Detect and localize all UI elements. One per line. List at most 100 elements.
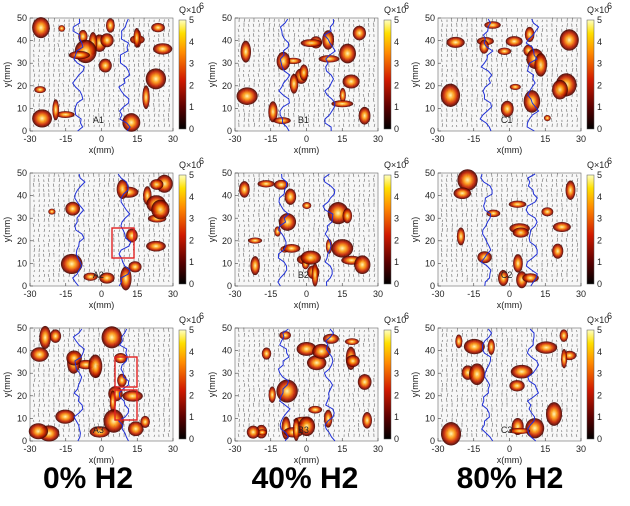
vortex-blob: [247, 237, 263, 244]
x-tick-label: 30: [168, 444, 178, 454]
vortex-blob: [122, 113, 141, 132]
colorbar-label: Q: [587, 315, 594, 325]
colorbar: [586, 174, 595, 285]
vortex-blob: [268, 386, 276, 403]
vortex-blob: [58, 25, 66, 32]
x-axis-title: x(mm): [497, 145, 523, 155]
x-tick-label: 15: [132, 289, 142, 299]
panel-c3: C3 0 10 20 30 40 50 -30 -15 0 15 30 x(mm) y(mm) 0 1 2 3 4 5…: [410, 311, 612, 465]
x-tick-label: -15: [264, 444, 277, 454]
y-tick-label: 40: [17, 346, 27, 356]
x-tick-label: -30: [23, 444, 36, 454]
colorbar-exponent-power: 6: [607, 1, 612, 11]
vortex-blob: [114, 353, 128, 364]
colorbar-tick-label: 1: [597, 257, 602, 267]
panel-label: B3: [298, 425, 309, 435]
vortex-blob: [362, 412, 372, 429]
vortex-blob: [311, 263, 319, 287]
panel-label: A1: [93, 115, 104, 125]
colorbar-tick-label: 2: [189, 80, 194, 90]
vortex-blob: [524, 26, 535, 43]
colorbar-tick-label: 2: [394, 390, 399, 400]
vortex-blob: [559, 29, 579, 51]
x-tick-label: -30: [431, 444, 444, 454]
x-axis-title: x(mm): [294, 300, 320, 310]
flame-front-line: [526, 328, 540, 442]
y-tick-label: 30: [222, 213, 232, 223]
vortex-blob: [122, 390, 143, 402]
colorbar-tick-label: 4: [189, 192, 194, 202]
vortex-blob: [257, 429, 268, 436]
colorbar-exponent-power: 6: [199, 1, 204, 11]
y-tick-label: 0: [430, 281, 435, 291]
colorbar-tick-label: 5: [597, 15, 602, 25]
vortex-blob: [49, 329, 62, 343]
vortex-blob: [246, 425, 260, 439]
vortex-blob: [88, 354, 103, 379]
flame-front-line: [277, 328, 291, 442]
y-tick-label: 20: [222, 81, 232, 91]
panel-label: C1: [501, 115, 513, 125]
x-tick-label: -15: [467, 134, 480, 144]
y-tick-label: 0: [430, 126, 435, 136]
flame-front-line: [322, 173, 336, 287]
y-tick-label: 50: [222, 13, 232, 23]
vortex-blob: [140, 415, 150, 428]
y-tick-label: 10: [222, 103, 232, 113]
y-tick-label: 50: [425, 323, 435, 333]
vortex-blob: [354, 255, 371, 275]
vortex-blob: [278, 213, 297, 231]
colorbar-tick-label: 0: [394, 279, 399, 289]
vortex-blob: [357, 374, 372, 390]
colorbar-tick-label: 4: [394, 347, 399, 357]
colorbar-exponent-power: 6: [404, 1, 409, 11]
x-axis-title: x(mm): [89, 145, 115, 155]
flame-front-line: [72, 173, 86, 287]
y-tick-label: 0: [22, 436, 27, 446]
vortex-blob: [534, 53, 548, 77]
vortex-blob: [509, 380, 525, 392]
y-tick-label: 50: [425, 13, 435, 23]
flame-front-line: [277, 173, 290, 287]
vortex-blob: [486, 209, 501, 218]
vortex-blob: [99, 272, 115, 284]
y-tick-label: 10: [17, 258, 27, 268]
vortex-blob: [505, 36, 523, 47]
colorbar-exponent-power: 6: [607, 311, 612, 321]
colorbar-tick-label: 1: [189, 102, 194, 112]
y-axis-title: y(mm): [410, 217, 420, 243]
y-tick-label: 10: [425, 413, 435, 423]
panel-label: B1: [298, 115, 309, 125]
colorbar-tick-label: 1: [394, 102, 399, 112]
q-contours: [441, 329, 577, 446]
colorbar-exponent-power: 6: [199, 156, 204, 166]
colorbar-tick-label: 5: [189, 15, 194, 25]
vortex-blob: [300, 250, 321, 265]
y-tick-label: 10: [17, 103, 27, 113]
y-tick-label: 30: [222, 58, 232, 68]
colorbar-tick-label: 2: [394, 80, 399, 90]
colorbar-exponent: ×10: [186, 5, 201, 15]
x-tick-label: -15: [467, 289, 480, 299]
vortex-blob: [457, 169, 478, 191]
vortex-blob: [541, 207, 554, 217]
x-tick-label: 0: [507, 289, 512, 299]
y-tick-label: 20: [425, 236, 435, 246]
x-tick-label: -30: [431, 289, 444, 299]
y-tick-label: 30: [425, 368, 435, 378]
vortex-blob: [463, 338, 485, 355]
colorbar-tick-label: 2: [189, 390, 194, 400]
vortex-blob: [98, 58, 112, 73]
vortex-blob: [55, 409, 76, 424]
x-tick-label: 15: [540, 289, 550, 299]
colorbar-tick-label: 1: [597, 412, 602, 422]
flame-front-line: [117, 173, 132, 287]
vortex-blob: [339, 87, 346, 103]
vortex-blob: [500, 100, 514, 118]
vortex-blob: [276, 379, 298, 403]
vortex-blob: [559, 329, 569, 342]
vortex-blob: [142, 85, 150, 110]
vortex-blob: [525, 418, 545, 439]
vortex-blob: [552, 243, 564, 259]
vortex-blob: [346, 355, 360, 368]
